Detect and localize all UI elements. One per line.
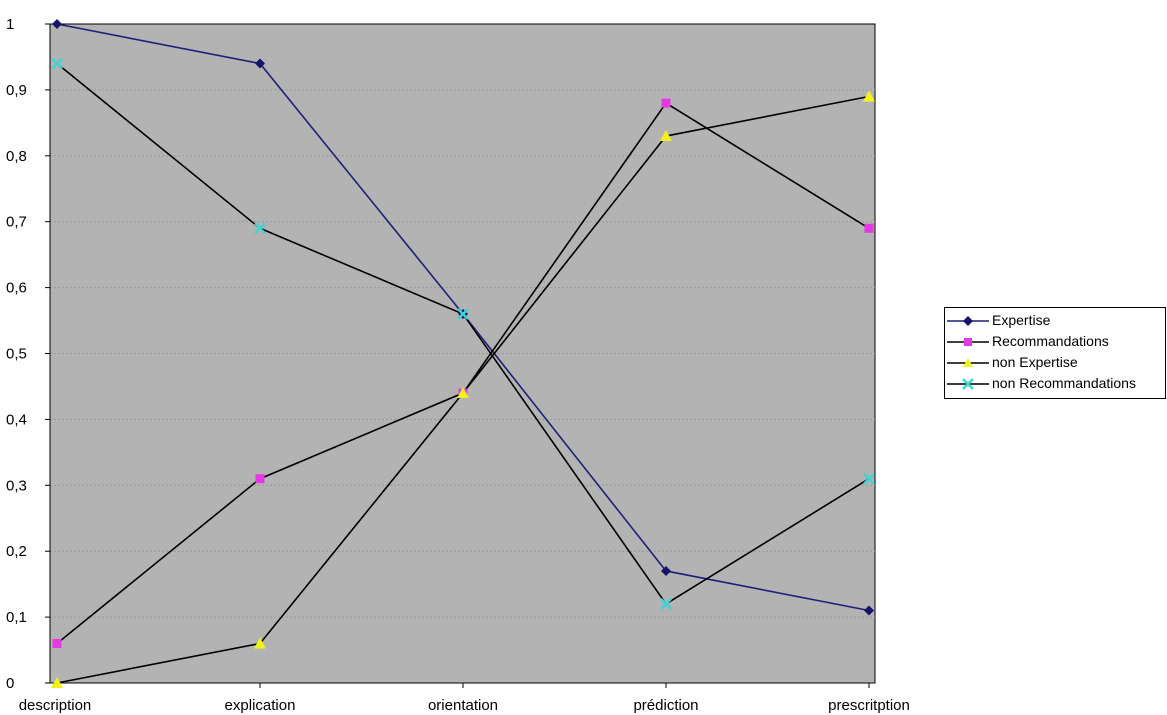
y-tick-label: 1 bbox=[6, 16, 14, 33]
y-tick-label: 0,2 bbox=[6, 543, 27, 560]
data-point bbox=[52, 638, 62, 648]
data-point bbox=[863, 472, 875, 485]
legend-marker-non-recommandations bbox=[947, 378, 989, 390]
data-point bbox=[51, 57, 63, 70]
data-point bbox=[254, 222, 266, 235]
legend-label-non-recommandations: non Recommandations bbox=[992, 375, 1136, 391]
data-point bbox=[457, 308, 469, 320]
legend: Expertise Recommandations non Expertise … bbox=[944, 307, 1166, 399]
data-point bbox=[864, 223, 874, 233]
legend-item-recommandations: Recommandations bbox=[945, 332, 1165, 352]
data-point bbox=[863, 90, 875, 102]
y-tick-label: 0,7 bbox=[6, 214, 27, 231]
legend-marker-non-expertise bbox=[947, 358, 989, 367]
y-tick-label: 0,1 bbox=[6, 609, 27, 626]
legend-marker-expertise bbox=[947, 316, 989, 326]
legend-label-recommandations: Recommandations bbox=[992, 333, 1109, 349]
legend-item-non-expertise: non Expertise bbox=[945, 353, 1165, 373]
x-tick-label: prescritption bbox=[828, 697, 910, 714]
legend-item-expertise: Expertise bbox=[945, 311, 1165, 331]
y-tick-label: 0,9 bbox=[6, 82, 27, 99]
legend-marker-recommandations bbox=[947, 338, 989, 346]
data-point bbox=[864, 605, 874, 616]
legend-label-non-expertise: non Expertise bbox=[992, 354, 1078, 370]
data-point bbox=[255, 474, 265, 484]
series-group bbox=[51, 19, 875, 688]
legend-item-non-recommandations: non Recommandations bbox=[945, 374, 1165, 394]
x-tick-label: description bbox=[19, 697, 92, 714]
data-point bbox=[51, 677, 63, 688]
data-point bbox=[457, 387, 469, 399]
y-tick-label: 0,6 bbox=[6, 280, 27, 297]
y-axis-ticks: 0 0,1 0,2 0,3 0,4 0,5 0,6 0,7 0,8 0,9 1 bbox=[6, 16, 50, 692]
x-axis-ticks: description explication orientation prédict… bbox=[19, 683, 910, 714]
y-tick-label: 0,4 bbox=[6, 411, 27, 428]
data-point bbox=[254, 637, 266, 649]
data-point bbox=[661, 98, 671, 108]
x-tick-label: orientation bbox=[428, 697, 498, 714]
data-point bbox=[660, 598, 672, 610]
data-point bbox=[52, 19, 62, 29]
x-tick-label: prédiction bbox=[633, 697, 698, 714]
data-point bbox=[255, 58, 265, 69]
y-tick-label: 0 bbox=[6, 675, 14, 692]
data-point bbox=[661, 565, 671, 576]
legend-label-expertise: Expertise bbox=[992, 312, 1051, 328]
y-tick-label: 0,3 bbox=[6, 477, 27, 494]
data-point bbox=[660, 130, 672, 142]
y-tick-label: 0,8 bbox=[6, 148, 27, 165]
gridlines bbox=[50, 89, 875, 618]
x-tick-label: explication bbox=[225, 697, 296, 714]
y-tick-label: 0,5 bbox=[6, 346, 27, 363]
